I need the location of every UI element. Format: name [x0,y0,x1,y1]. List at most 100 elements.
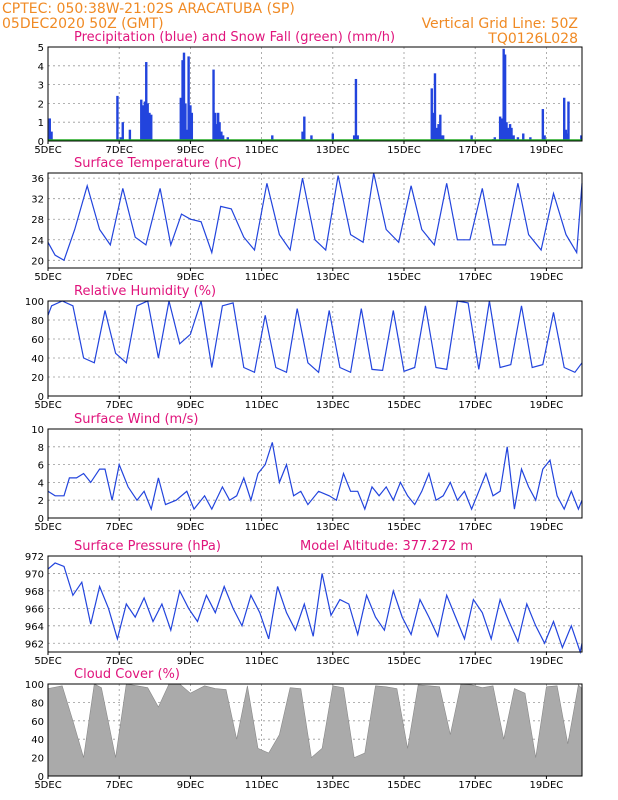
wind-panel: 5DEC 7DEC 9DEC 11DEC 13DEC 15DEC 17DEC 19DEC 0 2 4… [31,412,583,533]
precip-bar [128,129,132,141]
cloud-xtick-label: 9DEC [177,780,204,791]
precip-bar [218,122,221,141]
precip-title: Precipitation (blue) and Snow Fall (gree… [74,30,395,45]
precip-bar [146,103,149,141]
cloud-xtick-label: 19DEC [530,780,564,791]
precip-xtick-label: 17DEC [458,145,492,156]
precip-bar [301,131,304,141]
precip-panel: 5DEC 7DEC 9DEC 11DEC 13DEC 15DEC 17DEC 19DEC 0 1 2… [34,30,583,156]
rh-xtick-label: 11DEC [245,400,279,411]
precip-bar [580,135,583,141]
precip-xtick-label: 7DEC [106,145,133,156]
cloud-panel: 5DEC 7DEC 9DEC 11DEC 13DEC 15DEC 17DEC 19DEC 0 20… [25,667,583,791]
precip-bar [435,127,438,141]
temp-xtick-label: 7DEC [106,272,133,283]
cloud-xtick-label: 15DEC [387,780,421,791]
cloud-ytick-label: 40 [31,735,44,746]
precip-bar [440,135,443,141]
precip-bar [214,112,217,141]
temp-title: Surface Temperature (nC) [74,156,242,171]
precip-bar [119,137,123,141]
precip-ytick-label: 4 [38,62,44,73]
precip-bar [354,78,358,141]
rh-ytick-label: 60 [31,335,44,346]
precip-bar [150,114,153,141]
precip-bar [310,135,313,141]
header-model: TQ0126L028 [487,31,578,47]
precip-bar [516,137,520,141]
wind-xtick-label: 17DEC [458,522,492,533]
pres-xtick-label: 17DEC [458,656,492,667]
wind-ytick-label: 0 [38,514,44,525]
rh-title: Relative Humidity (%) [74,284,216,299]
model-altitude: Model Altitude: 377.272 m [300,539,473,554]
precip-bar [470,135,473,141]
precip-bar [433,73,437,141]
pres-ytick-label: 970 [25,569,44,580]
precip-bar [331,133,334,141]
cloud-frame [47,683,583,777]
wind-frame [47,428,583,519]
precip-bar [502,48,505,141]
precip-bar [507,127,510,141]
precip-bar [121,122,124,141]
pres-xtick-label: 5DEC [34,656,61,667]
pres-xtick-label: 9DEC [177,656,204,667]
precip-bar [500,118,504,141]
rh-ytick-label: 40 [31,354,44,365]
rh-xtick-label: 19DEC [530,400,564,411]
precip-bar [116,95,119,141]
precip-bar [522,133,525,141]
temp-xtick-label: 15DEC [387,272,421,283]
temp-xtick-label: 17DEC [458,272,492,283]
header-station: CPTEC: 050:38W-21:02S ARACATUBA (SP) [2,1,295,17]
precip-bar [567,101,570,141]
cloud-title: Cloud Cover (%) [74,667,180,682]
precip-bar [493,137,496,141]
wind-xtick-label: 13DEC [316,522,350,533]
pres-xtick-label: 15DEC [387,656,421,667]
precip-bar [143,101,147,141]
precip-ytick-label: 0 [38,137,44,148]
precip-bar [148,112,151,141]
wind-ytick-label: 2 [38,496,44,507]
pres-title: Surface Pressure (hPa) [74,539,221,554]
precip-bar [141,105,145,141]
wind-xtick-label: 19DEC [530,522,564,533]
rh-ytick-label: 100 [25,297,44,308]
cloud-xtick-label: 17DEC [458,780,492,791]
rh-line [47,300,583,374]
cloud-area [47,683,583,777]
precip-bar [541,109,545,141]
precip-bar [505,122,508,141]
rh-xtick-label: 5DEC [34,400,61,411]
wind-ytick-label: 8 [38,443,44,454]
cloud-ytick-label: 0 [38,772,44,783]
precip-bar [512,135,515,141]
pres-ytick-label: 968 [25,587,44,598]
wind-xtick-label: 15DEC [387,522,421,533]
precip-bar [510,127,513,141]
precip-bar [179,97,182,141]
precip-bar [189,105,192,141]
precip-xtick-label: 11DEC [245,145,279,156]
precip-bar [441,135,445,141]
rh-xtick-label: 7DEC [106,400,133,411]
temp-ytick-label: 24 [31,236,44,247]
precip-bar [565,133,569,141]
precip-xtick-label: 15DEC [387,145,421,156]
pres-xtick-label: 19DEC [530,656,564,667]
precip-bar [543,135,546,141]
cloud-ytick-label: 60 [31,717,44,728]
temp-panel: 5DEC 7DEC 9DEC 11DEC 13DEC 15DEC 17DEC 19DEC 20 2… [31,156,583,283]
pres-panel: 5DEC 7DEC 9DEC 11DEC 13DEC 15DEC 17DEC 19DEC 962… [25,539,583,667]
precip-ytick-label: 5 [38,43,44,54]
rh-ytick-label: 0 [38,392,44,403]
header-grid-note: Vertical Grid Line: 50Z [422,16,578,32]
temp-xtick-label: 11DEC [245,272,279,283]
temp-frame [47,172,583,269]
precip-bar [356,135,359,141]
precip-ytick-label: 1 [38,118,44,129]
precip-bar [190,112,194,141]
cloud-xtick-label: 13DEC [316,780,350,791]
